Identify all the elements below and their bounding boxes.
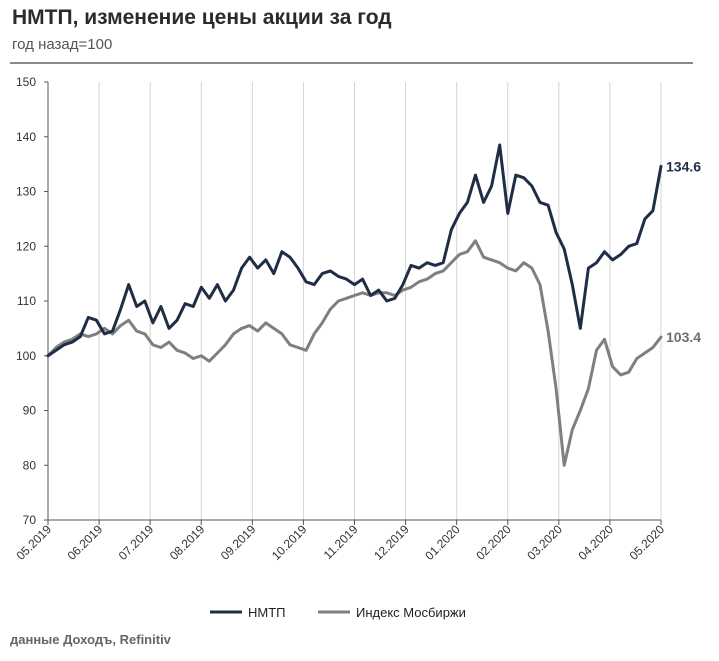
y-tick-label: 90 [23,404,37,418]
x-tick-label: 07.2019 [116,522,157,563]
x-tick-label: 03.2020 [524,522,565,563]
legend-label-moex: Индекс Мосбиржи [356,605,466,620]
y-tick-label: 120 [16,239,36,253]
y-tick-label: 80 [23,458,37,472]
chart-subtitle: год назад=100 [12,36,113,53]
grid-lines [47,82,662,520]
end-label-moex: 103.4 [666,329,701,345]
series-layer [46,143,663,467]
x-tick-label: 05.2020 [627,522,668,563]
legend: НМТП Индекс Мосбиржи [210,605,466,620]
y-tick-label: 130 [16,185,36,199]
axes: 05.2019 06.2019 07.2019 08.2019 09.2019 10.20… [14,75,668,563]
chart-title: НМТП, изменение цены акции за год [12,6,392,29]
y-tick-label: 140 [16,130,36,144]
y-tick-label: 70 [23,513,37,527]
end-label-nmtp: 134.6 [666,158,701,174]
x-tick-label: 01.2020 [422,522,463,563]
x-tick-label: 02.2020 [473,522,514,563]
x-tick-label: 11.2019 [321,522,361,562]
y-tick-label: 110 [17,294,36,308]
y-tick-label: 150 [16,75,36,89]
x-tick-label: 10.2019 [269,522,310,563]
series-line-moex [46,239,663,467]
title-divider [10,62,693,64]
labels-layer: 103.4 134.6 [666,158,701,345]
x-tick-label: 09.2019 [218,522,259,563]
x-tick-label: 08.2019 [167,522,208,563]
x-tick-label: 12.2019 [371,522,412,563]
y-tick-label: 100 [16,349,36,363]
x-tick-label: 04.2020 [575,522,616,563]
data-source: данные Доходъ, Refinitiv [10,632,171,647]
series-line-nmtp [46,143,663,358]
legend-label-nmtp: НМТП [248,605,286,620]
x-tick-label: 05.2019 [14,522,55,563]
x-tick-label: 06.2019 [65,522,106,563]
